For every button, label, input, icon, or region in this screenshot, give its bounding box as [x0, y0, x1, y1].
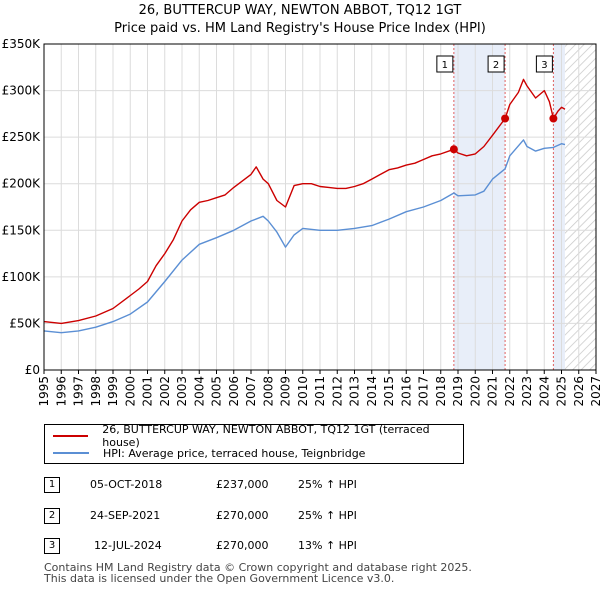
sale-point — [501, 114, 510, 123]
legend-swatch-hpi — [53, 452, 89, 454]
x-tick-label: 2020 — [468, 376, 482, 407]
x-tick-label: 2003 — [175, 376, 189, 407]
x-tick-label: 2005 — [210, 376, 224, 407]
transaction-date: 05-OCT-2018 — [90, 478, 163, 491]
x-tick-label: 2024 — [537, 376, 551, 407]
x-tick-label: 2011 — [313, 376, 327, 407]
chart-subtitle: Price paid vs. HM Land Registry's House … — [114, 21, 486, 36]
transaction-price: £237,000 — [216, 478, 269, 491]
property-series-line — [43, 78, 566, 325]
transaction-number: 3 — [44, 538, 60, 554]
x-tick-label: 1997 — [72, 376, 86, 407]
transaction-hpi-change: 13% ↑ HPI — [298, 539, 357, 552]
y-tick-label: £300K — [2, 84, 42, 98]
x-tick-label: 2010 — [296, 376, 310, 407]
y-tick-label: £0 — [25, 363, 40, 377]
sale-number-label: 1 — [442, 60, 448, 71]
x-tick-label: 2018 — [434, 376, 448, 407]
transaction-row: 1 05-OCT-2018 £237,000 25% ↑ HPI — [44, 477, 444, 494]
x-tick-label: 2007 — [244, 376, 258, 407]
x-tick-label: 2015 — [382, 376, 396, 407]
x-tick-label: 1996 — [54, 376, 68, 407]
chart-legend: 26, BUTTERCUP WAY, NEWTON ABBOT, TQ12 1G… — [44, 423, 464, 464]
x-tick-label: 2023 — [520, 376, 534, 407]
transaction-hpi-change: 25% ↑ HPI — [298, 478, 357, 491]
legend-label-hpi: HPI: Average price, terraced house, Teig… — [103, 446, 366, 460]
y-tick-label: £250K — [2, 130, 42, 144]
hpi-series-line — [43, 139, 566, 334]
price-chart: £0 £50K £100K £150K £200K £250K £300K £350K 1995… — [2, 37, 600, 407]
sale-point — [549, 114, 558, 123]
x-tick-label: 2027 — [589, 376, 600, 407]
y-tick-label: £100K — [2, 270, 42, 284]
x-tick-label: 2001 — [141, 376, 155, 407]
x-tick-label: 2009 — [279, 376, 293, 407]
plot-frame — [43, 43, 597, 371]
legend-entry-property: 26, BUTTERCUP WAY, NEWTON ABBOT, TQ12 1G… — [53, 423, 463, 449]
x-tick-label: 2016 — [399, 376, 413, 407]
transaction-date: 12-JUL-2024 — [94, 539, 162, 552]
transaction-price: £270,000 — [216, 539, 269, 552]
x-tick-label: 2012 — [330, 376, 344, 407]
legend-label-property: 26, BUTTERCUP WAY, NEWTON ABBOT, TQ12 1G… — [102, 423, 430, 449]
forecast-hatch — [564, 44, 596, 370]
sale-number-label: 2 — [493, 60, 499, 71]
x-tick-label: 2008 — [261, 376, 275, 407]
x-tick-label: 2021 — [486, 376, 500, 407]
x-tick-label: 2004 — [192, 376, 206, 407]
x-tick-label: 1999 — [106, 376, 120, 407]
transaction-hpi-change: 25% ↑ HPI — [298, 509, 357, 522]
transaction-row: 3 12-JUL-2024 £270,000 13% ↑ HPI — [44, 538, 444, 555]
x-tick-label: 2022 — [503, 376, 517, 407]
x-tick-label: 2026 — [572, 376, 586, 407]
y-tick-label: £50K — [9, 316, 41, 330]
x-tick-label: 2017 — [417, 376, 431, 407]
x-tick-label: 1995 — [37, 376, 51, 407]
x-tick-label: 2000 — [123, 376, 137, 407]
x-tick-label: 2013 — [348, 376, 362, 407]
sale-number-box — [487, 55, 505, 73]
transaction-date: 24-SEP-2021 — [90, 509, 161, 522]
sale-period-shade — [553, 44, 565, 370]
x-tick-label: 2014 — [365, 376, 379, 407]
transaction-number: 1 — [44, 477, 60, 493]
legend-entry-hpi: HPI: Average price, terraced house, Teig… — [53, 445, 365, 461]
x-tick-label: 1998 — [89, 376, 103, 407]
y-tick-label: £350K — [2, 37, 42, 51]
footer-copyright: Contains HM Land Registry data © Crown c… — [44, 562, 472, 584]
y-tick-label: £150K — [2, 223, 42, 237]
transaction-row: 2 24-SEP-2021 £270,000 25% ↑ HPI — [44, 508, 444, 525]
footer-line: Contains HM Land Registry data © Crown c… — [44, 561, 472, 574]
chart-title: 26, BUTTERCUP WAY, NEWTON ABBOT, TQ12 1G… — [138, 3, 462, 18]
sale-number-box — [436, 55, 454, 73]
transaction-price: £270,000 — [216, 509, 269, 522]
y-tick-label: £200K — [2, 177, 42, 191]
legend-swatch-property — [53, 435, 89, 437]
sale-period-shade — [453, 44, 506, 370]
x-tick-label: 2019 — [451, 376, 465, 407]
transaction-number: 2 — [44, 508, 60, 524]
x-tick-label: 2006 — [227, 376, 241, 407]
sale-number-label: 3 — [541, 60, 547, 71]
x-tick-label: 2025 — [555, 376, 569, 407]
sale-point — [449, 145, 458, 154]
footer-line: This data is licensed under the Open Gov… — [44, 572, 395, 585]
x-tick-label: 2002 — [158, 376, 172, 407]
sale-number-box — [535, 55, 553, 73]
